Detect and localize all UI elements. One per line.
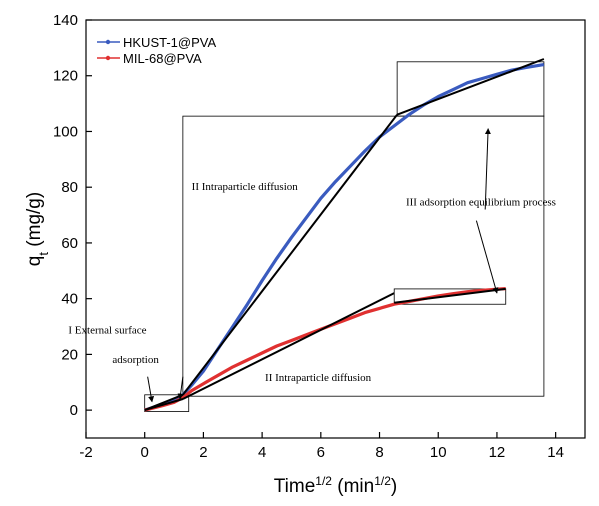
annotation-text: I External surface bbox=[68, 325, 146, 337]
x-tick-label: 6 bbox=[317, 444, 325, 461]
series-line-1 bbox=[144, 287, 506, 412]
y-axis-title-end: (mg/g) bbox=[24, 192, 45, 252]
x-axis-title-main: Time bbox=[274, 476, 316, 497]
legend-marker bbox=[105, 39, 111, 45]
x-tick-label: 0 bbox=[141, 444, 149, 461]
region-box bbox=[396, 61, 545, 117]
arrow bbox=[475, 220, 499, 294]
x-axis-title: Time1/2 (min1/2) bbox=[274, 474, 397, 497]
arrow bbox=[147, 376, 155, 403]
y-tick-label: 100 bbox=[53, 123, 78, 140]
fit-lines bbox=[144, 58, 545, 412]
x-axis-title-end: ) bbox=[391, 476, 397, 497]
region-box bbox=[393, 288, 507, 305]
region-boxes bbox=[144, 61, 545, 412]
x-tick-label: 8 bbox=[375, 444, 383, 461]
legend-marker bbox=[105, 55, 111, 61]
x-axis-title-sup1: 1/2 bbox=[315, 474, 332, 488]
x-tick-label: 10 bbox=[430, 444, 447, 461]
y-axis-title: qt (mg/g) bbox=[24, 192, 51, 266]
y-axis-title-main: q bbox=[24, 256, 45, 267]
fit-line bbox=[394, 287, 506, 304]
annotation-text: III adsorption equilibrium process bbox=[406, 196, 556, 208]
annotation-text: adsorption bbox=[112, 354, 159, 366]
y-tick-label: 120 bbox=[53, 68, 78, 85]
arrow bbox=[484, 128, 491, 210]
y-tick-label: 140 bbox=[53, 12, 78, 29]
annotation-text: II Intraparticle diffusion bbox=[192, 181, 299, 193]
arrow bbox=[177, 376, 184, 400]
fit-line bbox=[182, 292, 395, 400]
x-tick-label: 2 bbox=[199, 444, 207, 461]
legend-label: HKUST-1@PVA bbox=[123, 35, 216, 50]
x-tick-label: -2 bbox=[79, 444, 92, 461]
y-tick-label: 60 bbox=[61, 235, 78, 252]
fit-line bbox=[182, 114, 398, 396]
y-tick-label: 0 bbox=[70, 402, 78, 419]
y-axis: 0 20 40 60 80 100 120 140 bbox=[53, 12, 92, 419]
x-tick-label: 14 bbox=[547, 444, 564, 461]
annotations: II Intraparticle diffusion III adsorption… bbox=[68, 181, 556, 384]
region-box bbox=[144, 394, 190, 412]
region-box bbox=[182, 115, 545, 397]
fit-line bbox=[396, 58, 545, 116]
y-tick-label: 20 bbox=[61, 346, 78, 363]
x-axis-title-sup2: 1/2 bbox=[374, 474, 391, 488]
x-tick-label: 12 bbox=[489, 444, 506, 461]
y-axis-title-sub: t bbox=[36, 252, 51, 256]
annotation-arrows bbox=[147, 128, 499, 403]
legend-label: MIL-68@PVA bbox=[123, 51, 202, 66]
x-axis-title-mid: (min bbox=[332, 476, 374, 497]
x-tick-label: 4 bbox=[258, 444, 266, 461]
annotation-text: II Intraparticle diffusion bbox=[265, 372, 372, 384]
y-tick-label: 80 bbox=[61, 179, 78, 196]
plot-frame bbox=[85, 19, 586, 439]
fit-line bbox=[144, 398, 184, 412]
y-tick-label: 40 bbox=[61, 291, 78, 308]
x-axis: -2 0 2 4 6 8 10 12 14 bbox=[79, 432, 564, 461]
